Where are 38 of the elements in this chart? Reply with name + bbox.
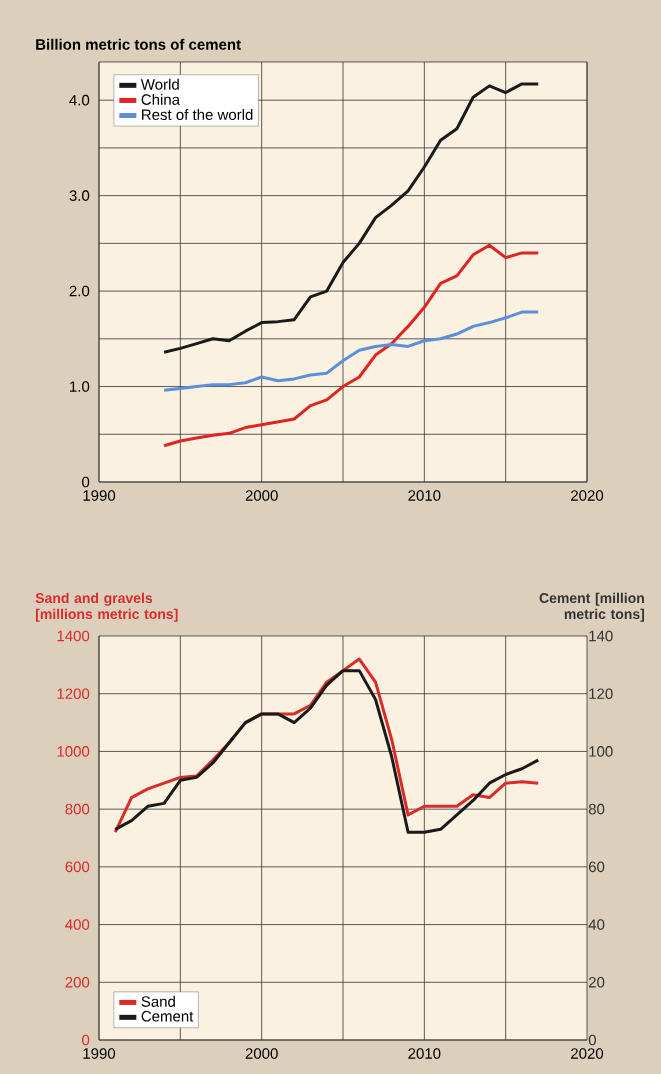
line-series (162, 310, 540, 392)
y-tick-label: 600 (65, 861, 90, 873)
y2-tick-label: 100 (589, 746, 613, 757)
y-tick-label: 1000 (57, 746, 90, 757)
y2-axis-title: Cement [million metric tons] (539, 592, 645, 622)
y-tick-label: 0 (82, 1034, 90, 1046)
x-tick-label: 2020 (571, 1048, 604, 1059)
x-tick-label: 1990 (83, 1048, 116, 1059)
y-tick-label: 800 (65, 803, 90, 815)
x-tick-label: 2000 (245, 490, 278, 501)
legend-label: Sand (141, 995, 175, 1007)
x-tick-label: 2020 (571, 490, 604, 501)
y-tick-label: 1.0 (70, 381, 90, 392)
y-tick-label: 3.0 (69, 190, 90, 201)
x-tick-label: 2010 (408, 490, 441, 501)
y2-tick-label: 40 (588, 919, 605, 930)
y2-tick-label: 20 (588, 976, 605, 988)
legend-label: Cement (141, 1010, 194, 1022)
y2-tick-label: 120 (589, 688, 613, 700)
y-tick-label: 1400 (57, 630, 90, 642)
y2-tick-label: 80 (588, 803, 605, 815)
y-tick-label: 4.0 (69, 94, 90, 106)
y-tick-label: 1200 (57, 688, 90, 700)
chart-title: Billion metric tons of cement (36, 38, 241, 50)
x-tick-label: 2010 (408, 1048, 441, 1059)
legend-label: Rest of the world (142, 108, 253, 120)
y2-tick-label: 0 (588, 1034, 596, 1046)
y-tick-label: 200 (65, 976, 90, 988)
y-tick-label: 2.0 (69, 285, 90, 297)
y-axis-title: Sand and gravels [millions metric tons] (35, 592, 178, 622)
y-tick-label: 400 (65, 919, 90, 930)
x-tick-label: 1990 (83, 490, 116, 501)
y2-tick-label: 140 (589, 630, 613, 642)
legend-label: China (141, 93, 181, 105)
y2-tick-label: 60 (588, 861, 605, 873)
x-tick-label: 2000 (245, 1048, 278, 1059)
legend-label: World (140, 78, 179, 90)
y-tick-label: 0 (82, 476, 90, 488)
